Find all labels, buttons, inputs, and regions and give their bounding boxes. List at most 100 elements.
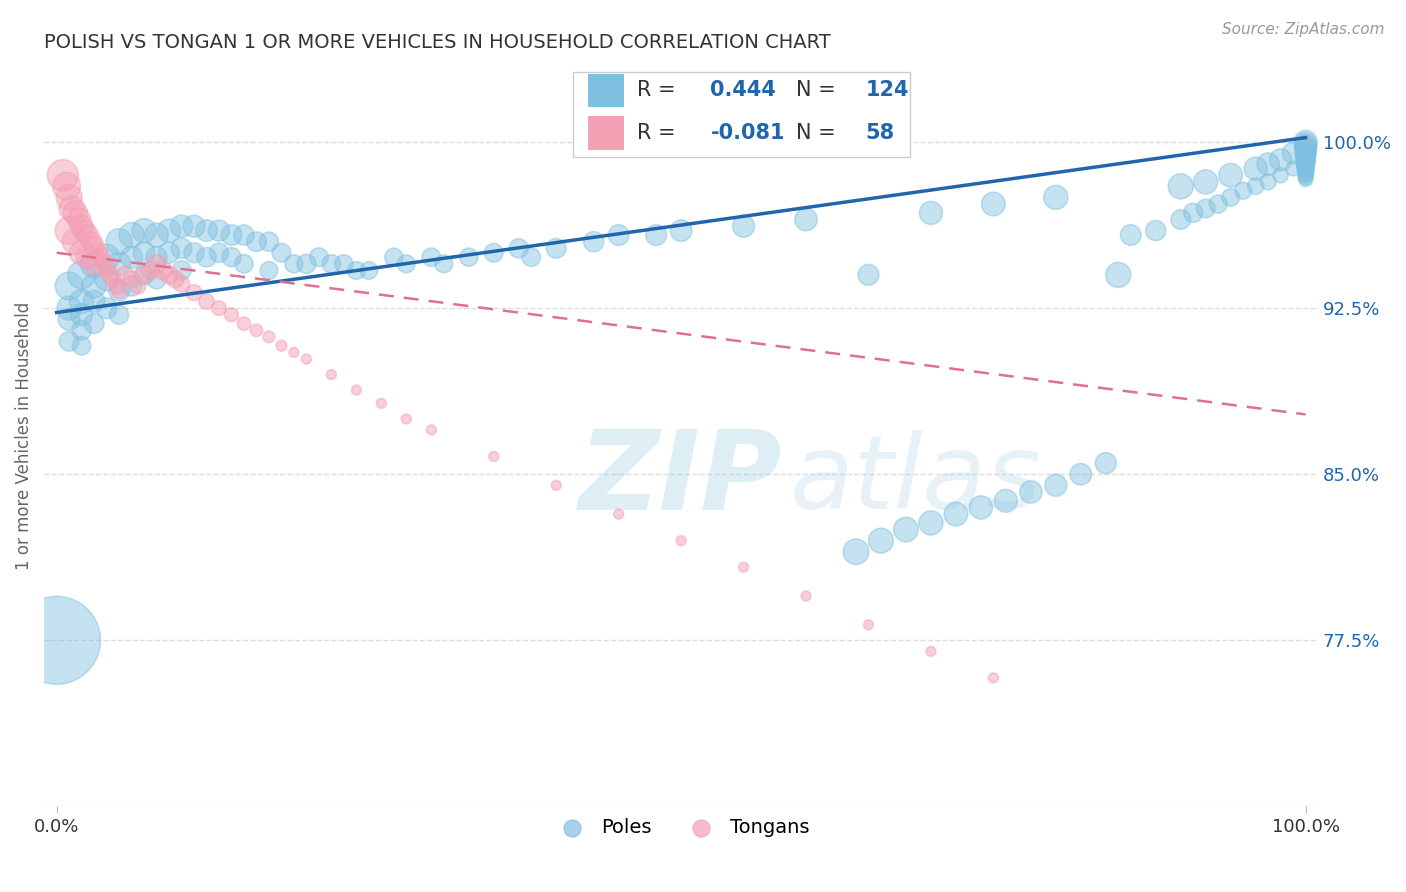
- Point: [73, 224, 96, 238]
- Point: [1295, 142, 1317, 156]
- Point: [132, 245, 155, 260]
- Point: [1270, 153, 1292, 167]
- Point: [794, 589, 817, 603]
- Point: [1195, 202, 1218, 216]
- Point: [669, 533, 692, 548]
- Point: [1295, 146, 1317, 161]
- Point: [283, 257, 305, 271]
- Point: [1295, 144, 1317, 158]
- Point: [121, 272, 143, 286]
- Point: [87, 245, 110, 260]
- Point: [270, 245, 292, 260]
- Point: [1295, 153, 1317, 167]
- Point: [105, 279, 128, 293]
- Point: [920, 644, 942, 658]
- Point: [45, 633, 67, 648]
- Point: [83, 239, 105, 253]
- Point: [108, 257, 131, 271]
- Point: [98, 268, 121, 282]
- Point: [1282, 161, 1305, 176]
- Point: [1257, 157, 1279, 171]
- Point: [333, 257, 356, 271]
- Point: [1270, 168, 1292, 182]
- Point: [344, 263, 367, 277]
- Point: [208, 245, 231, 260]
- Point: [257, 235, 280, 249]
- Point: [145, 272, 167, 286]
- Point: [1295, 163, 1317, 178]
- Point: [89, 250, 111, 264]
- Point: [170, 263, 193, 277]
- Point: [970, 500, 993, 515]
- Point: [108, 284, 131, 298]
- Point: [127, 279, 149, 293]
- Point: [1119, 227, 1142, 242]
- Point: [145, 257, 167, 271]
- Point: [70, 219, 93, 234]
- Point: [132, 268, 155, 282]
- Point: [920, 206, 942, 220]
- Point: [257, 263, 280, 277]
- Point: [121, 250, 143, 264]
- Point: [208, 224, 231, 238]
- Point: [1219, 168, 1241, 182]
- Point: [1295, 161, 1317, 176]
- Point: [80, 235, 103, 249]
- Text: -0.081: -0.081: [710, 123, 785, 143]
- Text: N =: N =: [796, 80, 842, 100]
- Point: [139, 263, 162, 277]
- Point: [221, 308, 243, 322]
- Text: 0.444: 0.444: [710, 80, 776, 100]
- Point: [1107, 268, 1129, 282]
- Point: [70, 308, 93, 322]
- Text: POLISH VS TONGAN 1 OR MORE VEHICLES IN HOUSEHOLD CORRELATION CHART: POLISH VS TONGAN 1 OR MORE VEHICLES IN H…: [44, 33, 831, 52]
- Point: [1170, 179, 1192, 194]
- Point: [58, 312, 80, 326]
- Point: [321, 368, 343, 382]
- Point: [70, 339, 93, 353]
- FancyBboxPatch shape: [572, 72, 911, 157]
- Point: [183, 285, 205, 300]
- Point: [870, 533, 893, 548]
- Point: [270, 339, 292, 353]
- Point: [395, 412, 418, 426]
- Point: [1295, 151, 1317, 165]
- Point: [582, 235, 605, 249]
- Point: [257, 330, 280, 344]
- Point: [76, 250, 98, 264]
- Point: [645, 227, 668, 242]
- Text: ZIP: ZIP: [579, 426, 783, 533]
- Point: [945, 507, 967, 521]
- Point: [1295, 155, 1317, 169]
- Point: [58, 224, 80, 238]
- Point: [67, 212, 90, 227]
- Point: [132, 224, 155, 238]
- Point: [83, 257, 105, 271]
- Point: [245, 235, 267, 249]
- Point: [58, 301, 80, 315]
- Point: [1244, 179, 1267, 194]
- Point: [1094, 456, 1116, 470]
- Point: [1295, 148, 1317, 162]
- Point: [283, 345, 305, 359]
- Point: [208, 301, 231, 315]
- Point: [669, 224, 692, 238]
- Point: [920, 516, 942, 530]
- Point: [607, 507, 630, 521]
- Point: [344, 383, 367, 397]
- Point: [96, 272, 118, 286]
- Point: [108, 308, 131, 322]
- Point: [858, 617, 880, 632]
- Text: R =: R =: [637, 80, 682, 100]
- Point: [108, 235, 131, 249]
- Y-axis label: 1 or more Vehicles in Household: 1 or more Vehicles in Household: [15, 301, 32, 570]
- Point: [233, 317, 256, 331]
- Point: [93, 257, 115, 271]
- Point: [183, 245, 205, 260]
- Point: [295, 257, 318, 271]
- Point: [170, 219, 193, 234]
- Point: [420, 250, 443, 264]
- Point: [170, 241, 193, 255]
- Point: [845, 545, 868, 559]
- Point: [132, 268, 155, 282]
